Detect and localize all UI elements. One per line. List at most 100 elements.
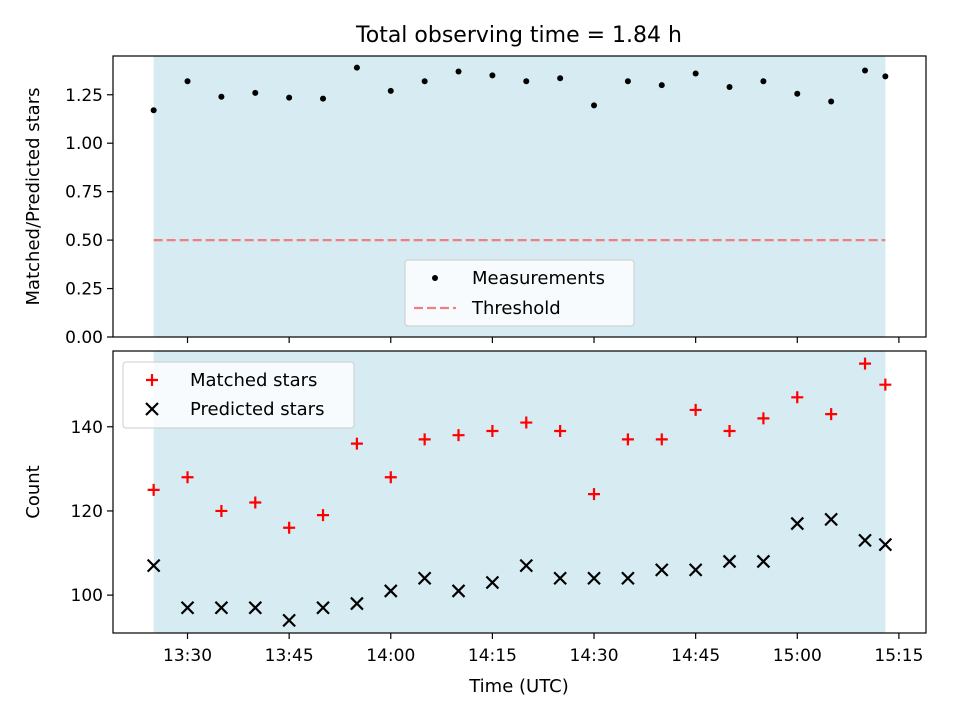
predicted-stars-point [451,584,466,598]
matched-stars-point [554,424,567,437]
predicted-stars-point [383,584,398,598]
measurement-point [421,78,428,85]
predicted-stars-point [878,537,893,552]
matched-stars-point [723,424,736,437]
legend-matched-marker [146,374,158,386]
predicted-stars-point [350,596,364,611]
y-tick-label: 1.00 [65,134,103,154]
predicted-stars-point [688,563,703,577]
legend-measurements-marker [432,275,438,281]
predicted-stars-point [214,600,229,615]
y-tick-label: 0.00 [65,328,103,348]
measurement-point [252,89,259,96]
matched-stars-point [317,509,330,522]
axes-frame [112,55,927,338]
predicted-stars-point [553,571,567,586]
matched-stars-point [621,433,634,446]
legend-threshold-label: Threshold [471,298,561,319]
measurement-point [692,70,699,77]
x-tick-label: 13:45 [265,646,314,666]
axes-frame [112,350,927,634]
y-axis-label: Matched/Predicted stars [23,88,44,306]
matched-stars-point [283,521,296,534]
matched-stars-point [486,424,499,437]
predicted-stars-point [790,516,805,531]
measurement-point [882,73,889,80]
legend-predicted-label: Predicted stars [190,399,324,420]
matched-stars-point [689,403,702,416]
predicted-stars-point [316,600,330,615]
measurement-point [455,68,462,75]
measurement-point [658,82,665,89]
measurement-point [828,98,835,105]
legend-matched-label: Matched stars [190,370,317,391]
y-tick-label: 140 [71,418,103,438]
x-tick-label: 13:30 [163,646,212,666]
predicted-stars-point [621,571,635,586]
predicted-stars-point [824,512,838,527]
matched-stars-point [181,471,194,484]
measurement-point [794,90,801,97]
x-tick-label: 14:00 [366,646,415,666]
bottom-panel-counts: 100 120 140 13:30 13:45 14:00 14:15 14:30 14:45 1… [23,350,927,666]
matched-stars-point [588,488,601,501]
predicted-stars-point [180,600,195,615]
y-tick-label: 1.25 [65,86,103,106]
matched-stars-point [452,429,465,442]
predicted-stars-point [146,558,161,573]
predicted-stars-point [722,554,737,569]
measurement-point [760,78,767,85]
measurement-point [150,107,157,114]
x-tick-label: 14:30 [570,646,619,666]
x-tick-label: 14:15 [468,646,517,666]
measurement-point [218,93,225,100]
matched-stars-point [249,496,262,509]
matched-stars-point [147,483,160,496]
predicted-stars-point [417,571,432,586]
chart-title: Total observing time = 1.84 h [355,23,682,48]
measurement-point [286,94,293,101]
matched-stars-point [757,412,770,425]
y-tick-label: 0.50 [65,231,103,251]
y-tick-label: 0.75 [65,183,103,203]
matched-stars-point [520,416,533,429]
matched-stars-point [215,504,228,517]
x-tick-label: 15:00 [773,646,822,666]
matched-stars-point [859,357,872,370]
measurement-point [320,95,327,102]
matched-stars-point [384,471,397,484]
top-panel-ratio: 0.00 0.25 0.50 0.75 1.00 1.25 Matched/Predicte… [23,55,927,348]
measurement-point [726,84,733,91]
y-axis-label: Count [23,465,44,518]
measurement-point [489,72,496,79]
matched-stars-point [350,437,363,450]
predicted-stars-point [485,575,500,590]
predicted-stars-point [858,533,872,548]
measurement-point [353,64,360,71]
predicted-stars-point [587,571,601,586]
predicted-stars-point [756,554,771,569]
measurement-point [557,75,564,82]
predicted-stars-point [248,600,263,615]
matched-stars-point [825,408,838,421]
x-axis-label: Time (UTC) [468,676,569,697]
legend-box [404,259,635,327]
y-tick-label: 120 [71,502,103,522]
matched-stars-point [418,433,431,446]
matched-stars-point [879,378,892,391]
x-tick-label: 14:45 [671,646,720,666]
measurement-point [523,78,530,85]
matched-stars-point [791,391,804,404]
measurement-point [591,102,598,109]
x-tick-label: 15:15 [874,646,923,666]
y-tick-label: 100 [71,586,103,606]
predicted-stars-point [282,613,296,628]
legend-box [122,361,355,429]
measurement-point [624,78,631,85]
predicted-stars-point [654,563,669,577]
legend-measurements-label: Measurements [472,268,605,289]
matched-stars-point [655,433,668,446]
predicted-stars-point [519,558,534,573]
legend-predicted-marker [145,402,159,416]
